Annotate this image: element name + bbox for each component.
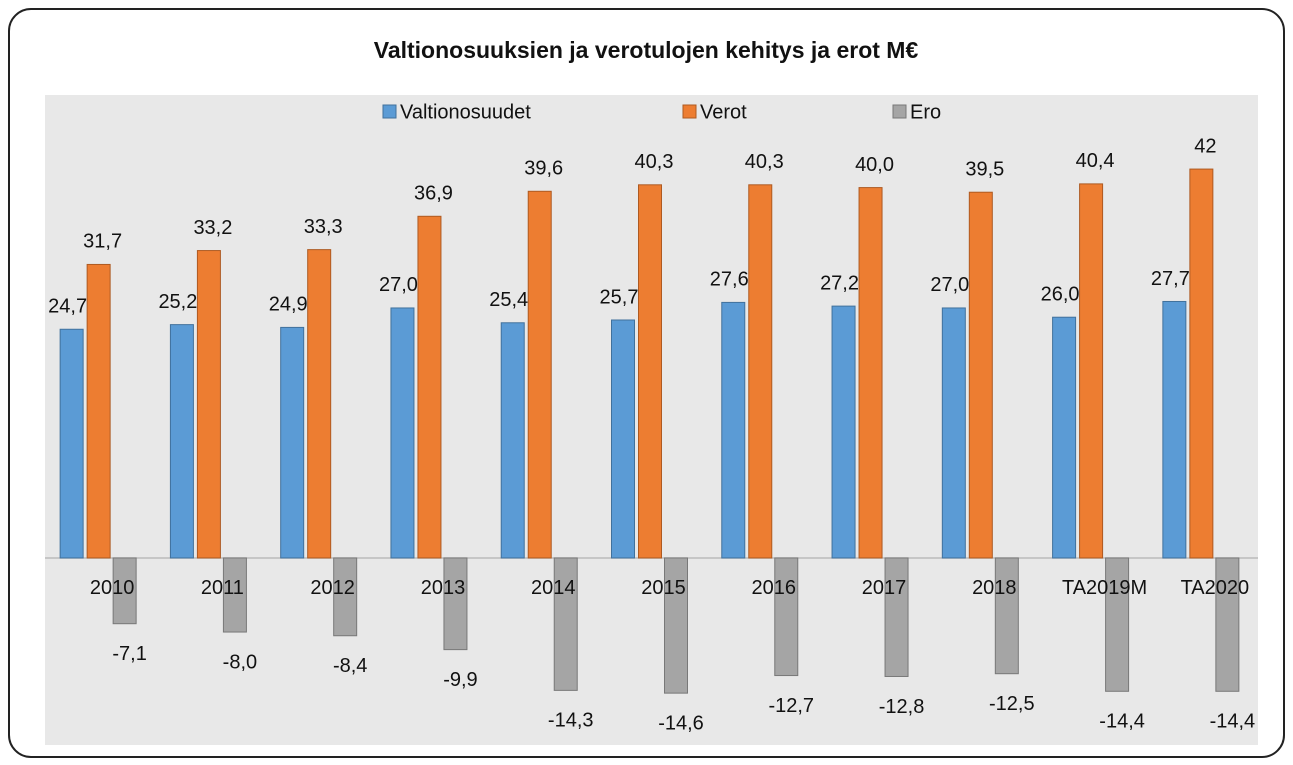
data-label: 24,7 [48, 296, 87, 318]
bar [196, 250, 221, 559]
data-label: -14,3 [548, 710, 594, 732]
bar [638, 184, 662, 559]
x-tick-label: 2010 [90, 577, 135, 599]
legend-swatch [892, 104, 907, 119]
data-label: -12,8 [879, 696, 925, 718]
legend-label: Valtionosuudet [400, 101, 531, 123]
x-tick-label: 2013 [421, 577, 466, 599]
x-tick-label: 2018 [972, 577, 1017, 599]
bar [1052, 316, 1077, 559]
data-label: 31,7 [83, 231, 122, 253]
data-label: 25,4 [489, 289, 528, 311]
bar [527, 190, 552, 559]
bar [553, 557, 578, 691]
data-label: 26,0 [1041, 284, 1080, 306]
bar [222, 557, 247, 633]
data-label: 27,2 [820, 272, 859, 294]
bar [280, 326, 305, 559]
data-label: 42 [1194, 135, 1216, 157]
data-label: 25,7 [600, 286, 639, 308]
data-label: 27,7 [1151, 268, 1190, 290]
bar [1215, 557, 1240, 692]
data-label: 27,0 [379, 274, 418, 296]
data-label: 40,3 [745, 151, 784, 173]
x-tick-label: 2015 [641, 577, 686, 599]
bar [390, 307, 415, 559]
legend-label: Ero [910, 101, 941, 123]
bar [500, 322, 525, 559]
bar [86, 263, 111, 559]
data-label: -8,4 [333, 655, 367, 677]
bar [774, 557, 799, 677]
x-tick-label: TA2019M [1062, 577, 1147, 599]
bar [858, 187, 883, 559]
x-tick-label: TA2020 [1181, 577, 1250, 599]
x-tick-label: 2012 [310, 577, 355, 599]
data-label: -14,4 [1099, 711, 1145, 733]
data-label: 39,5 [965, 159, 1004, 181]
data-label: 24,9 [269, 294, 308, 316]
bar [831, 305, 856, 559]
bar [721, 301, 746, 559]
data-label: 40,3 [635, 151, 674, 173]
bar [1189, 168, 1214, 559]
x-tick-label: 2011 [201, 577, 244, 599]
x-tick-label: 2017 [862, 577, 907, 599]
data-label: 40,0 [855, 154, 894, 176]
bar [443, 557, 468, 651]
legend-label: Verot [700, 101, 747, 123]
bar [611, 319, 635, 559]
bar [1105, 557, 1130, 692]
data-label: -12,7 [768, 695, 814, 717]
bar [664, 557, 688, 694]
legend-swatch [382, 104, 397, 119]
data-label: 36,9 [414, 183, 453, 205]
bar [994, 557, 1019, 675]
bar [307, 249, 332, 559]
bar [59, 328, 84, 559]
chart-title: Valtionosuuksien ja verotulojen kehitys … [374, 37, 919, 63]
x-tick-label: 2014 [531, 577, 576, 599]
bar [968, 191, 993, 559]
data-label: 27,0 [930, 274, 969, 296]
x-tick-label: 2016 [752, 577, 797, 599]
bar [417, 215, 442, 559]
data-label: 33,2 [193, 217, 232, 239]
bar [169, 324, 194, 559]
bar [748, 184, 773, 559]
bar [1162, 300, 1187, 559]
data-label: 39,6 [524, 158, 563, 180]
data-label: -8,0 [223, 651, 257, 673]
data-label: -12,5 [989, 693, 1035, 715]
bar [112, 557, 137, 625]
legend-swatch [682, 104, 697, 119]
bar [941, 307, 966, 559]
bar [884, 557, 909, 677]
data-label: 27,6 [710, 269, 749, 291]
bar [1079, 183, 1104, 559]
data-label: 40,4 [1076, 150, 1115, 172]
data-label: -7,1 [112, 643, 146, 665]
data-label: -14,4 [1210, 711, 1256, 733]
data-label: 25,2 [158, 291, 197, 313]
bar [333, 557, 358, 637]
data-label: -9,9 [443, 669, 477, 691]
data-label: 33,3 [304, 216, 343, 238]
data-label: -14,6 [658, 712, 704, 734]
